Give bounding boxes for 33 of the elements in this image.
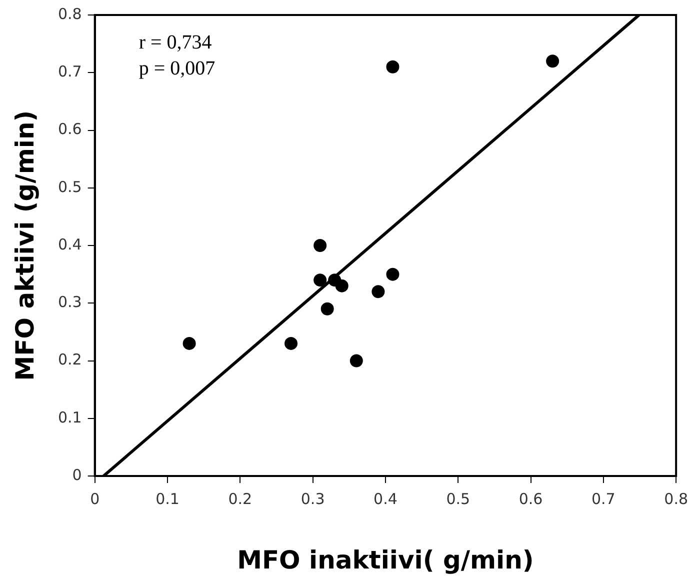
point — [386, 268, 400, 281]
x-axis-title: MFO inaktiivi( g/min) — [237, 546, 534, 574]
point — [350, 354, 363, 368]
x-tick-label: 0.4 — [374, 490, 398, 508]
y-tick-label: 0.4 — [58, 235, 82, 254]
point — [372, 285, 385, 298]
x-tick-label: 0.2 — [228, 490, 252, 508]
x-tick-label: 0.1 — [156, 490, 180, 508]
y-tick-label: 0.5 — [58, 178, 82, 196]
x-tick-label: 0 — [90, 490, 100, 508]
y-tick-label: 0.8 — [58, 4, 82, 23]
point — [314, 274, 327, 287]
point — [284, 336, 298, 350]
x-tick-label: 0.3 — [300, 490, 325, 508]
point — [386, 60, 400, 74]
y-tick-label: 0.2 — [58, 350, 82, 369]
y-tick-label: 0.7 — [58, 62, 82, 81]
point — [335, 279, 348, 292]
x-tick-label: 0.7 — [591, 490, 616, 508]
y-tick-label: 0 — [72, 466, 82, 484]
point — [546, 54, 560, 68]
point — [182, 336, 196, 350]
x-tick-label: 0.8 — [664, 490, 688, 508]
y-tick-label: 0.6 — [58, 120, 82, 138]
y-tick-label: 0.3 — [58, 293, 82, 312]
x-tick-label: 0.5 — [446, 490, 470, 508]
y-axis-title: MFO aktiivi (g/min) — [10, 110, 40, 381]
point — [314, 239, 327, 252]
annotation: r = 0,734 — [138, 31, 212, 54]
annotation: p = 0,007 — [138, 57, 216, 80]
point — [320, 302, 334, 316]
x-tick-label: 0.6 — [518, 490, 543, 508]
y-tick-label: 0.1 — [58, 408, 82, 426]
